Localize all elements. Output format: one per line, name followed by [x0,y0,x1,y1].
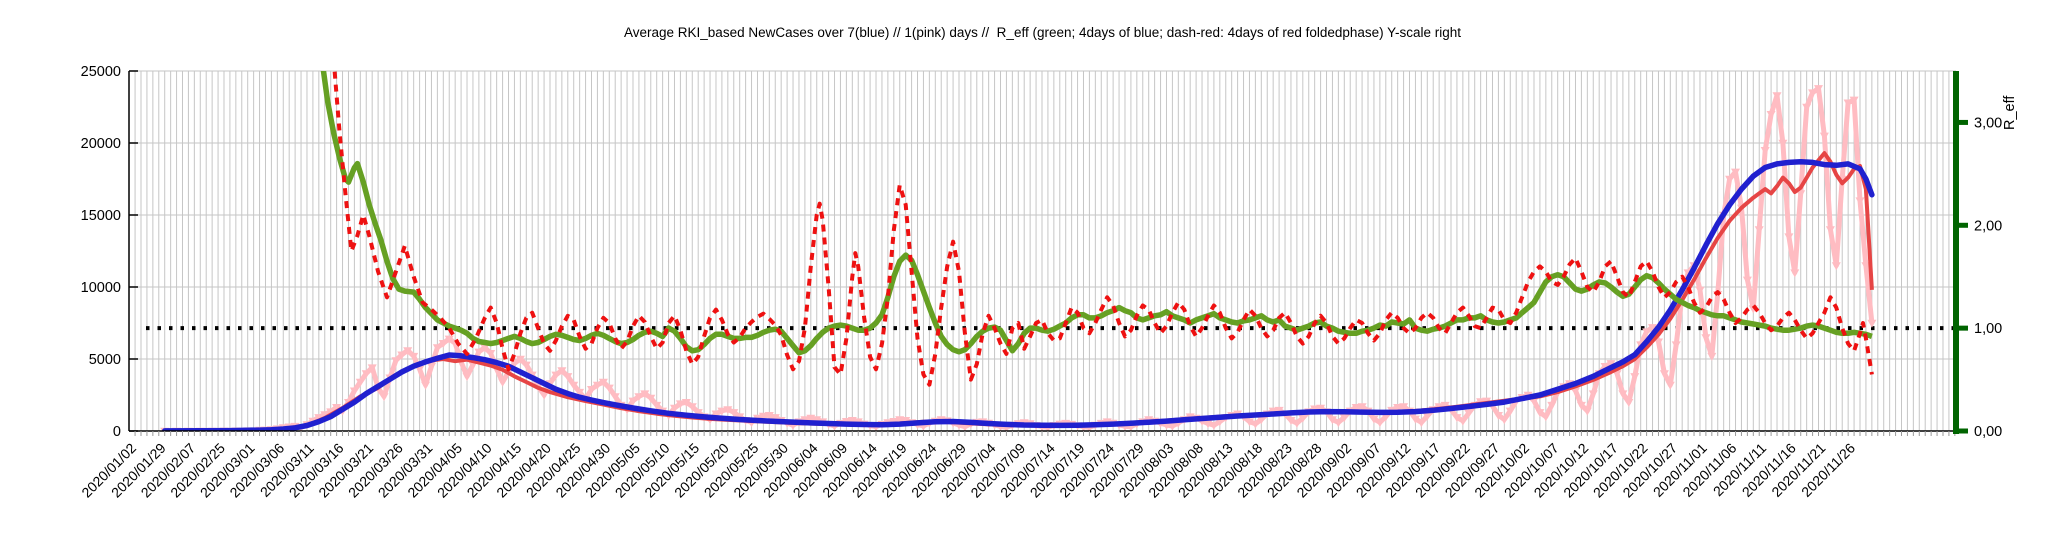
right-axis-tick-label: 3,00 [1974,115,2002,131]
right-axis-tick-label: 2,00 [1974,218,2002,234]
right-axis-tick-label: 1,00 [1974,321,2002,337]
vertical-gridlines [134,71,1956,431]
series-reff-green [320,71,1873,356]
left-axis-tick-label: 0 [113,424,121,440]
left-axis-tick-label: 25000 [81,64,121,80]
right-axis-tick-label: 0,00 [1974,424,2002,440]
left-axis-tick-label: 15000 [81,208,121,224]
chart-title: Average RKI_based NewCases over 7(blue) … [624,25,1461,40]
x-axis-labels: 2020/01/022020/01/292020/02/072020/02/25… [78,440,1858,501]
left-axis: 0 5000 10000 15000 20000 25000 [81,64,1956,440]
left-axis-tick-label: 10000 [81,280,121,296]
right-axis-reff: 0,00 1,00 2,00 3,00 [1953,71,2002,440]
series-new-cases-7day-blue [161,158,1875,431]
left-axis-tick-label: 20000 [81,136,121,152]
series-reff-red-dashed [332,71,1874,387]
x-axis-ticks [134,431,1956,436]
left-axis-tick-label: 5000 [89,352,121,368]
